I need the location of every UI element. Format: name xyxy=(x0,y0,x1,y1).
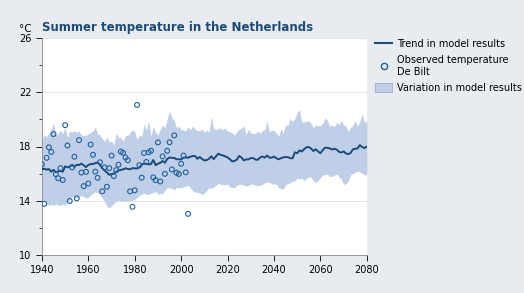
Point xyxy=(114,162,123,167)
Point xyxy=(182,170,190,175)
Point xyxy=(121,155,129,160)
Point xyxy=(177,161,185,166)
Point xyxy=(184,212,192,216)
Point xyxy=(40,202,48,206)
Point xyxy=(42,156,51,160)
Point xyxy=(38,162,46,167)
Point xyxy=(126,189,134,194)
Point xyxy=(145,150,153,155)
Point xyxy=(179,153,188,158)
Point xyxy=(140,151,148,155)
Point xyxy=(172,171,181,175)
Legend: Trend in model results, Observed temperature
De Bilt, Variation in model results: Trend in model results, Observed tempera… xyxy=(375,39,522,93)
Text: Summer temperature in the Netherlands: Summer temperature in the Netherlands xyxy=(42,21,313,34)
Point xyxy=(47,150,56,154)
Point xyxy=(135,163,144,168)
Point xyxy=(56,166,64,171)
Point xyxy=(80,184,88,188)
Point xyxy=(54,176,62,180)
Point xyxy=(91,169,100,174)
Point xyxy=(101,165,109,170)
Point xyxy=(52,172,60,176)
Point xyxy=(156,179,165,184)
Point xyxy=(77,170,85,175)
Point xyxy=(103,184,111,189)
Point xyxy=(142,160,150,164)
Point xyxy=(124,158,132,163)
Point xyxy=(84,181,93,186)
Point xyxy=(82,169,90,174)
Point xyxy=(158,154,167,159)
Point xyxy=(68,165,77,170)
Point xyxy=(161,171,169,176)
Text: °C: °C xyxy=(19,24,32,34)
Point xyxy=(149,175,158,180)
Point xyxy=(119,151,127,155)
Point xyxy=(130,188,139,193)
Point xyxy=(112,168,121,172)
Point xyxy=(98,189,106,194)
Point xyxy=(75,138,83,142)
Point xyxy=(154,140,162,145)
Point xyxy=(72,196,81,201)
Point xyxy=(70,154,79,159)
Point xyxy=(107,153,116,158)
Point xyxy=(63,143,72,148)
Point xyxy=(45,145,53,150)
Point xyxy=(110,174,118,178)
Point xyxy=(96,160,104,165)
Point xyxy=(128,205,137,209)
Point xyxy=(49,132,58,137)
Point xyxy=(86,142,95,147)
Point xyxy=(137,176,146,180)
Point xyxy=(66,199,74,203)
Point xyxy=(117,149,125,154)
Point xyxy=(147,149,155,153)
Point xyxy=(133,103,141,107)
Point xyxy=(59,178,67,182)
Point xyxy=(105,166,113,171)
Point xyxy=(93,176,102,180)
Point xyxy=(166,140,174,145)
Point xyxy=(168,167,176,172)
Point xyxy=(89,152,97,157)
Point xyxy=(61,123,69,127)
Point xyxy=(151,178,160,183)
Point xyxy=(170,133,178,138)
Point xyxy=(174,172,183,176)
Point xyxy=(163,149,171,153)
